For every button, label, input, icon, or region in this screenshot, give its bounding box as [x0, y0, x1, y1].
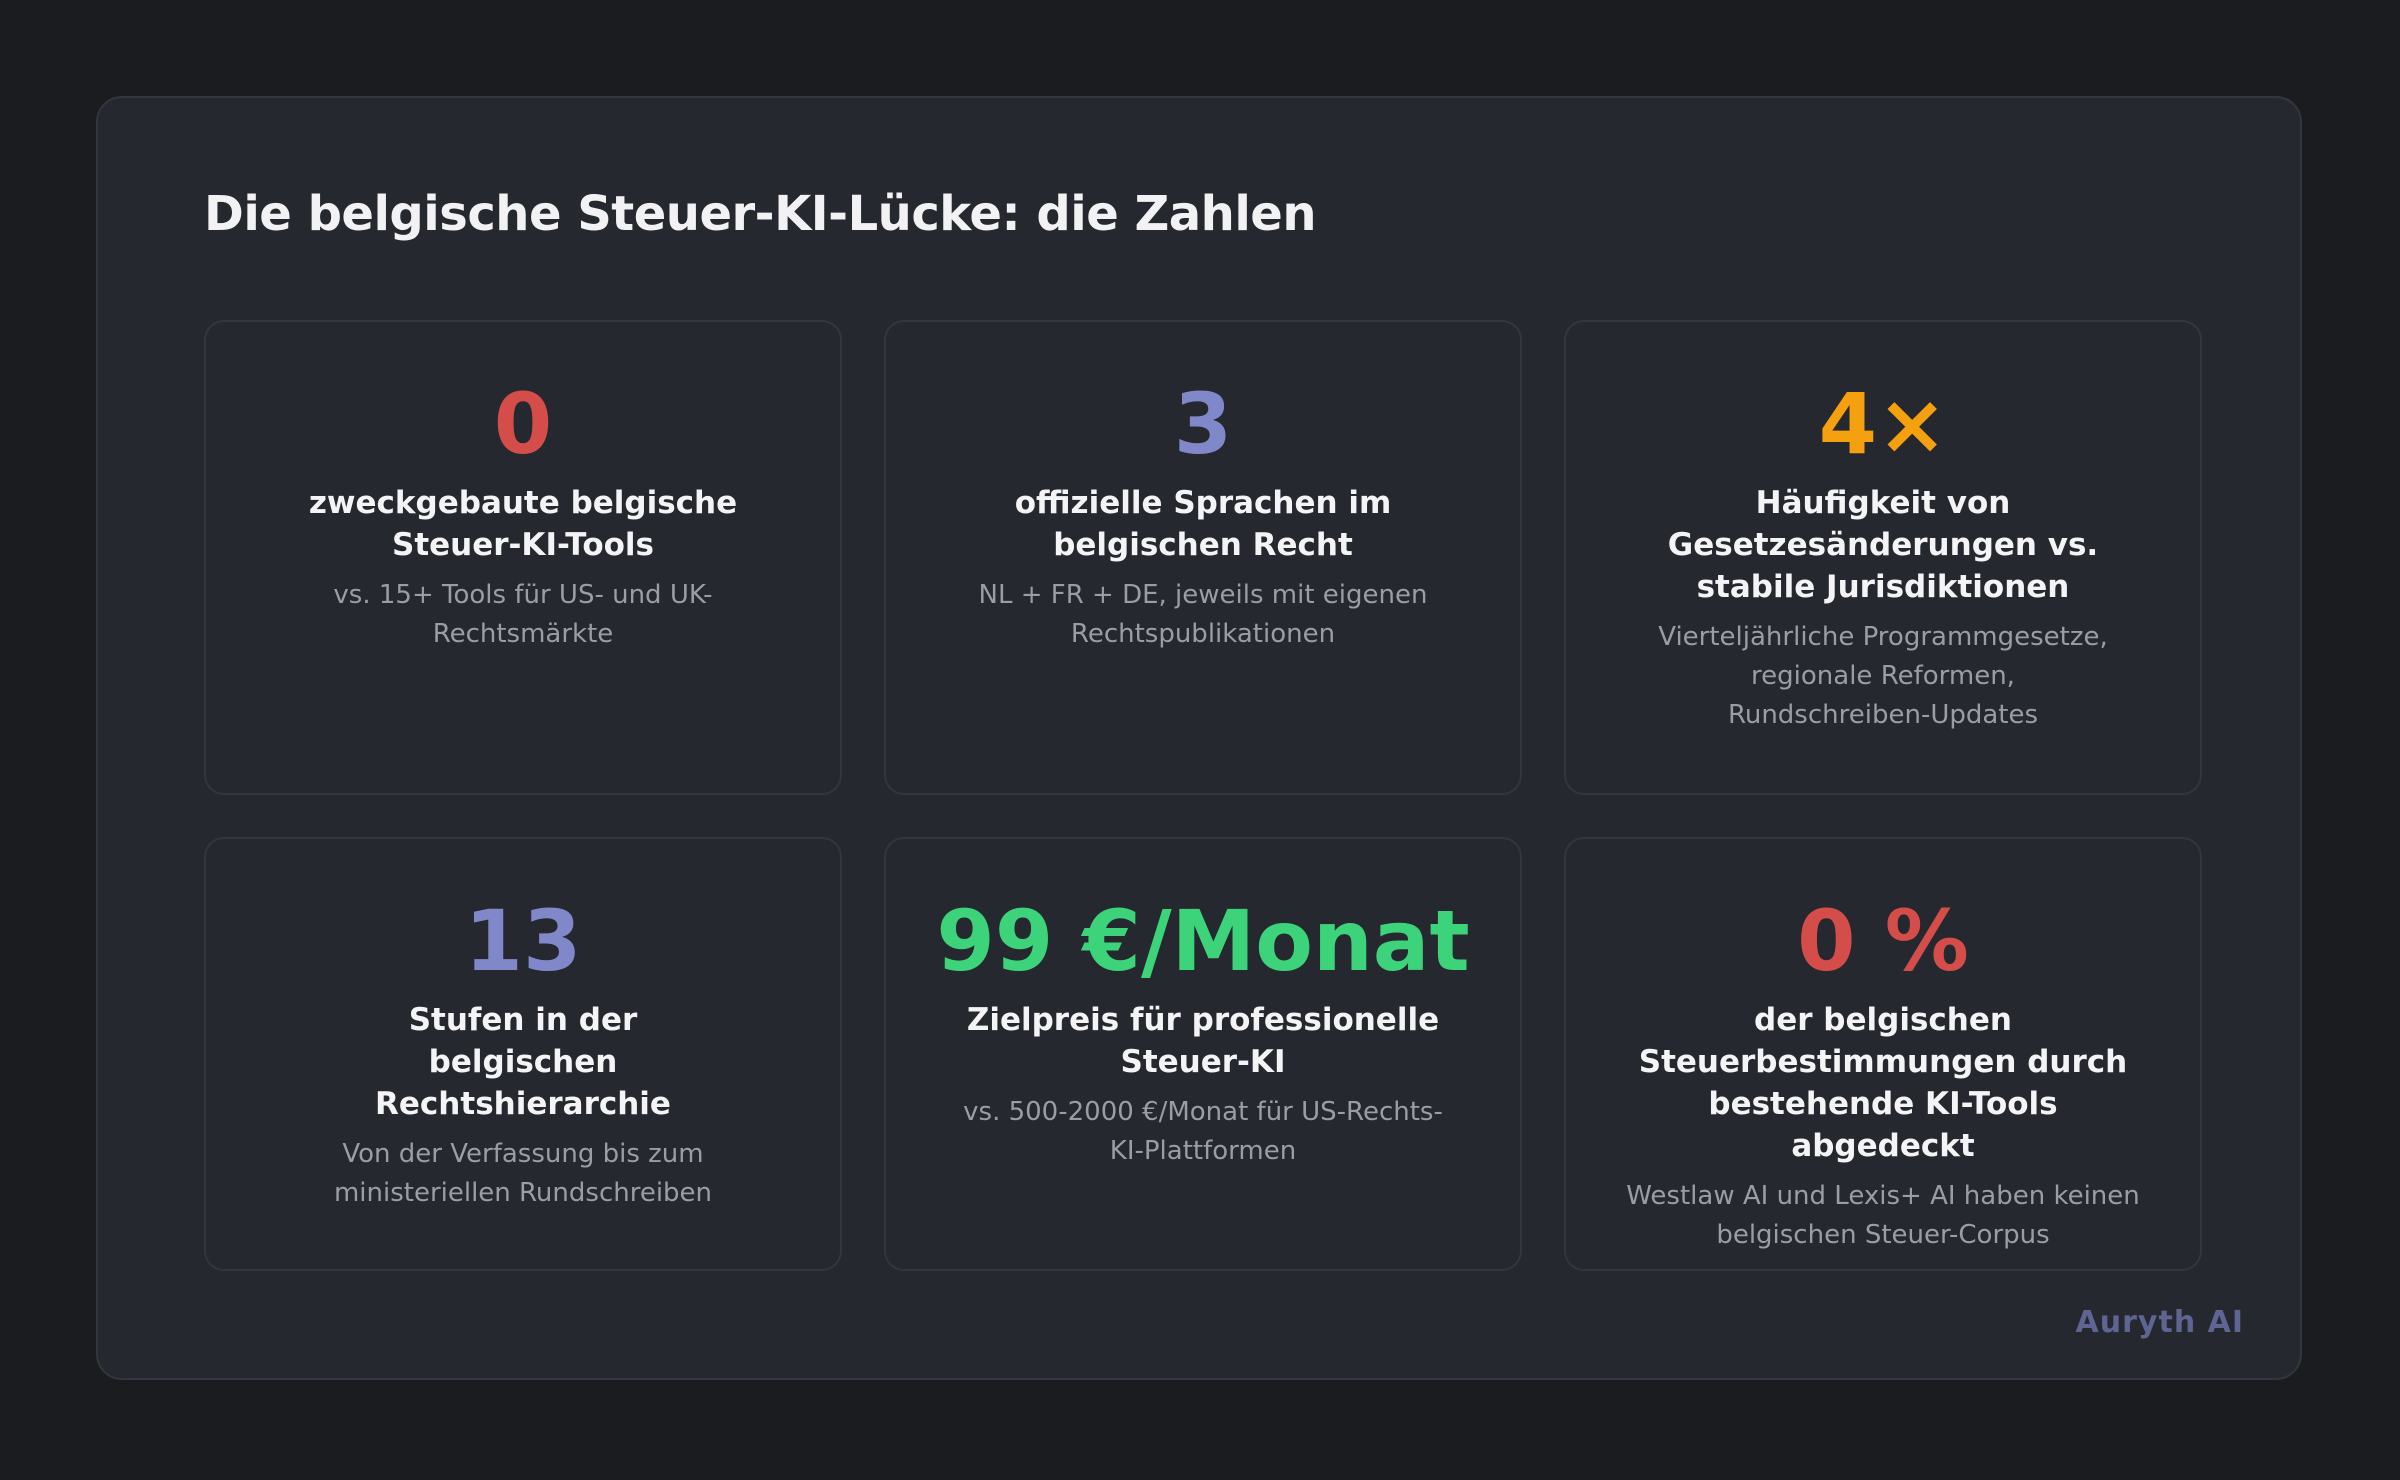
stat-label: Stufen in der belgischen Rechtshierarchi…: [375, 1002, 671, 1122]
page-title: Die belgische Steuer-KI-Lücke: die Zahle…: [204, 186, 1317, 242]
stat-card: 0 zweckgebaute belgische Steuer-KI-Tools…: [204, 320, 842, 795]
stats-panel: Die belgische Steuer-KI-Lücke: die Zahle…: [96, 96, 2302, 1380]
stat-subtext: NL + FR + DE, jeweils mit eigenen Rechts…: [978, 580, 1428, 649]
stat-label: der belgischen Steuerbestimmungen durch …: [1638, 1002, 2128, 1164]
stat-value: 3: [1173, 375, 1233, 473]
stat-value: 4×: [1818, 375, 1948, 473]
stat-subtext: Vierteljährliche Programmgesetze, region…: [1658, 622, 2108, 730]
stat-label: zweckgebaute belgische Steuer-KI-Tools: [308, 485, 738, 563]
stat-card: 3 offizielle Sprachen im belgischen Rech…: [884, 320, 1522, 795]
stat-label: Häufigkeit von Gesetzesänderungen vs. st…: [1667, 485, 2099, 605]
stat-subtext: Westlaw AI und Lexis+ AI haben keinen be…: [1626, 1181, 2140, 1250]
stat-subtext: Von der Verfassung bis zum ministerielle…: [333, 1139, 713, 1208]
stat-value: 0: [493, 375, 553, 473]
stat-value: 13: [464, 892, 582, 990]
brand-logo-text: Auryth AI: [2075, 1305, 2244, 1340]
stat-label: offizielle Sprachen im belgischen Recht: [1014, 485, 1392, 563]
stat-label: Zielpreis für professionelle Steuer-KI: [966, 1002, 1440, 1080]
stat-value: 99 €/Monat: [936, 892, 1470, 990]
stat-card: 13 Stufen in der belgischen Rechtshierar…: [204, 837, 842, 1271]
stat-subtext: vs. 500-2000 €/Monat für US-Rechts-KI-Pl…: [963, 1097, 1443, 1166]
stats-grid: 0 zweckgebaute belgische Steuer-KI-Tools…: [204, 320, 2202, 1271]
stat-value: 0 %: [1797, 892, 1969, 990]
stat-subtext: vs. 15+ Tools für US- und UK-Rechtsmärkt…: [333, 580, 713, 649]
stat-card: 4× Häufigkeit von Gesetzesänderungen vs.…: [1564, 320, 2202, 795]
stat-card: 99 €/Monat Zielpreis für professionelle …: [884, 837, 1522, 1271]
stat-card: 0 % der belgischen Steuerbestimmungen du…: [1564, 837, 2202, 1271]
